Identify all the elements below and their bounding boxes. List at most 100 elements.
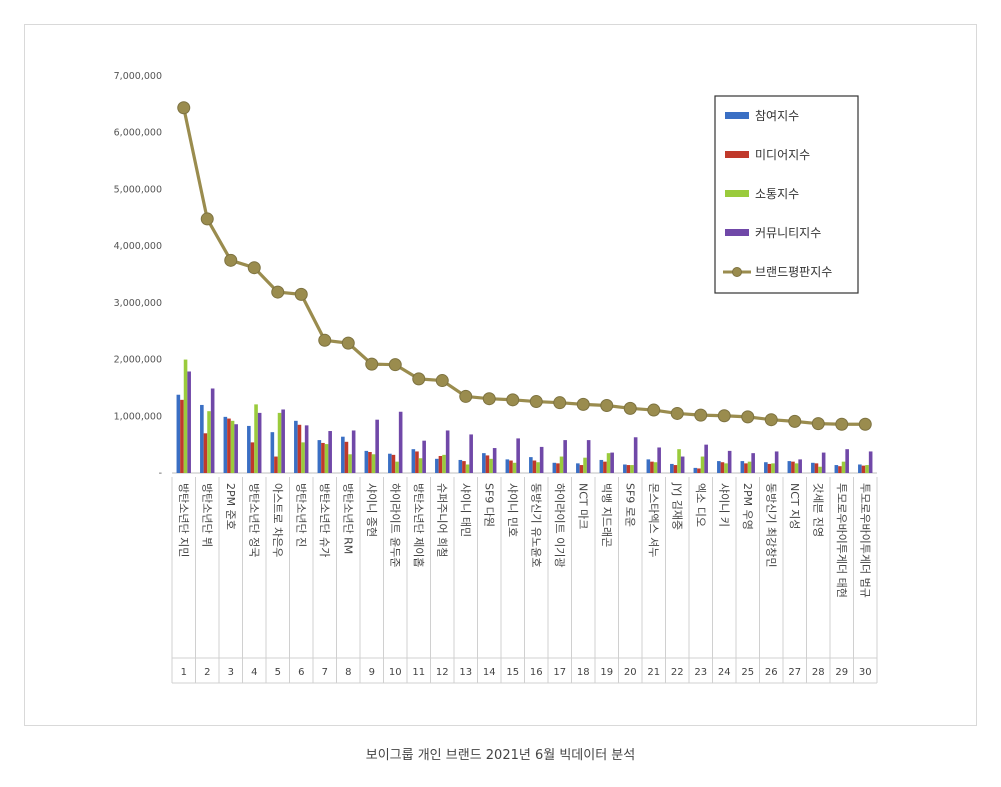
bar-미디어지수	[462, 461, 466, 473]
bar-미디어지수	[438, 455, 443, 473]
category-label: 샤이니 키	[717, 483, 730, 527]
bar-소통지수	[536, 462, 540, 473]
category-label: 동방신기 최강창민	[764, 483, 777, 567]
rank-label: 29	[835, 667, 848, 678]
bar-미디어지수	[180, 399, 184, 473]
bar-커뮤니티지수	[727, 450, 732, 473]
bar-소통지수	[818, 466, 822, 473]
category-label: 방탄소년단 진	[294, 483, 307, 547]
rank-label: 27	[788, 667, 801, 678]
bar-소통지수	[794, 463, 799, 473]
bar-미디어지수	[532, 460, 537, 473]
bar-미디어지수	[368, 452, 372, 473]
bar-미디어지수	[838, 466, 842, 473]
line-point	[435, 374, 449, 388]
category-label: 샤이니 민호	[506, 483, 519, 537]
bar-참여지수	[341, 436, 345, 473]
legend-marker	[732, 267, 742, 277]
bar-미디어지수	[697, 468, 701, 473]
bar-참여지수	[247, 425, 251, 473]
rank-label: 7	[322, 667, 328, 678]
bar-커뮤니티지수	[210, 388, 215, 473]
rank-label: 24	[718, 667, 731, 678]
y-tick-label: 1,000,000	[114, 411, 162, 422]
bar-커뮤니티지수	[398, 411, 403, 473]
bar-참여지수	[834, 465, 839, 473]
category-label: JYJ 김재중	[670, 482, 683, 530]
bar-커뮤니티지수	[798, 459, 802, 473]
bar-커뮤니티지수	[351, 430, 356, 473]
bar-참여지수	[364, 450, 369, 473]
legend-label: 소통지수	[755, 187, 799, 201]
bar-커뮤니티지수	[281, 409, 285, 473]
line-point	[200, 212, 214, 226]
bar-참여지수	[858, 464, 862, 473]
category-label: NCT 지성	[788, 483, 801, 529]
bar-커뮤니티지수	[234, 424, 238, 473]
line-point	[365, 357, 379, 371]
bar-미디어지수	[720, 462, 725, 473]
bar-소통지수	[301, 442, 305, 473]
category-label: 샤이니 종현	[365, 483, 378, 537]
bar-소통지수	[841, 461, 846, 473]
bar-참여지수	[411, 449, 416, 473]
line-point	[811, 417, 825, 431]
bar-커뮤니티지수	[328, 431, 332, 473]
rank-label: 21	[647, 667, 660, 678]
line-point	[576, 397, 590, 411]
category-label: SF9 다원	[482, 483, 495, 527]
line-point	[553, 396, 567, 410]
bar-참여지수	[764, 462, 768, 473]
bar-참여지수	[717, 461, 721, 473]
bar-미디어지수	[203, 433, 208, 473]
bar-미디어지수	[579, 465, 584, 473]
bar-참여지수	[458, 459, 463, 473]
bar-커뮤니티지수	[868, 451, 873, 473]
line-point	[318, 333, 332, 347]
bar-참여지수	[270, 432, 275, 473]
bar-소통지수	[677, 449, 681, 473]
bar-미디어지수	[485, 455, 490, 473]
bar-미디어지수	[767, 463, 772, 473]
line-point	[506, 393, 520, 407]
bar-참여지수	[646, 459, 651, 473]
bar-커뮤니티지수	[492, 448, 497, 473]
bar-소통지수	[371, 454, 376, 473]
bar-미디어지수	[297, 424, 302, 473]
bar-커뮤니티지수	[445, 430, 450, 473]
y-tick-label: 6,000,000	[114, 128, 162, 139]
bar-커뮤니티지수	[516, 438, 520, 473]
bar-소통지수	[395, 461, 399, 473]
bar-미디어지수	[274, 456, 278, 473]
bar-소통지수	[442, 454, 446, 473]
bar-참여지수	[529, 457, 533, 473]
bar-미디어지수	[321, 442, 325, 473]
line-point	[271, 285, 285, 299]
line-point	[835, 417, 849, 431]
bar-커뮤니티지수	[845, 449, 849, 473]
bar-미디어지수	[603, 461, 607, 473]
y-tick-label: -	[159, 468, 162, 479]
bar-미디어지수	[509, 460, 513, 473]
category-label: 방탄소년단 정국	[247, 483, 260, 557]
bar-소통지수	[324, 444, 329, 473]
legend-label: 커뮤니티지수	[755, 226, 821, 240]
bar-미디어지수	[227, 418, 231, 473]
rank-label: 4	[251, 667, 257, 678]
bar-커뮤니티지수	[304, 425, 309, 473]
category-label: 갓세븐 진영	[811, 483, 824, 537]
bar-소통지수	[418, 458, 423, 473]
chart: - 1,000,000 2,000,000 3,000,000 4,000,000 5,0…	[114, 71, 878, 684]
y-tick-label: 3,000,000	[114, 298, 162, 309]
category-label: 방탄소년단 뷔	[200, 483, 213, 547]
bar-미디어지수	[344, 441, 349, 473]
bar-커뮤니티지수	[680, 456, 685, 473]
line-point	[412, 372, 426, 386]
bar-소통지수	[700, 456, 705, 473]
rank-label: 30	[859, 667, 872, 678]
legend-swatch	[725, 190, 749, 197]
rank-label: 16	[530, 667, 543, 678]
line-point	[247, 261, 261, 275]
category-label: 2PM 준호	[224, 483, 237, 530]
legend-swatch	[725, 151, 749, 158]
